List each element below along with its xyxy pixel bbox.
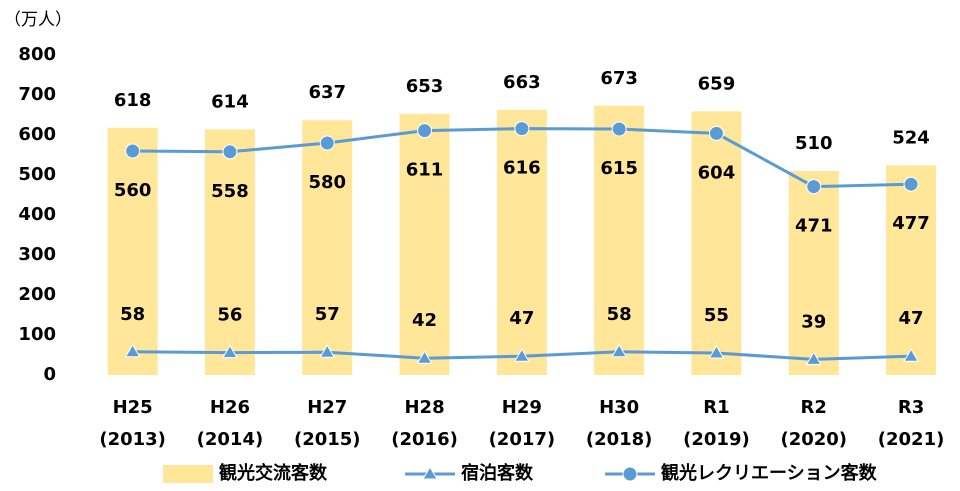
bar [886, 165, 937, 375]
y-tick-label: 500 [18, 164, 56, 185]
x-tick-label: (2020) [780, 429, 847, 450]
y-tick-label: 600 [18, 124, 56, 145]
data-label: 39 [801, 311, 826, 332]
data-label: 637 [308, 82, 346, 103]
bar [204, 129, 255, 375]
y-axis-label: （万人） [4, 10, 72, 30]
data-label: 477 [892, 213, 930, 234]
x-tick-label: H26 [210, 397, 250, 418]
y-tick-label: 200 [18, 284, 56, 305]
bar [594, 105, 645, 376]
y-tick-label: 100 [18, 324, 56, 345]
x-tick-label: (2021) [878, 429, 945, 450]
data-label: 56 [217, 305, 242, 326]
data-label: 673 [600, 68, 638, 89]
x-tick-label: H25 [113, 397, 153, 418]
x-tick-label: (2015) [294, 429, 361, 450]
x-tick-label: H30 [599, 397, 639, 418]
data-label: 663 [503, 72, 541, 93]
data-label: 58 [607, 304, 632, 325]
x-tick-label: (2014) [197, 429, 264, 450]
data-label: 558 [211, 181, 249, 202]
y-tick-label: 300 [18, 244, 56, 265]
data-label: 47 [509, 308, 534, 329]
data-label: 659 [698, 73, 736, 94]
data-label: 604 [698, 162, 736, 183]
data-label: 42 [412, 310, 437, 331]
data-label: 615 [600, 158, 638, 179]
marker [416, 350, 433, 364]
y-tick-label: 400 [18, 204, 56, 225]
bar [107, 127, 158, 375]
marker [903, 176, 919, 192]
x-tick-label: H27 [307, 397, 347, 418]
marker [124, 343, 141, 358]
marker [708, 125, 724, 141]
x-tick-label: H29 [502, 397, 542, 418]
legend-label: 宿泊客数 [461, 462, 534, 484]
legend-label: 観光交流客数 [219, 462, 328, 484]
data-label: 55 [704, 305, 729, 326]
bar [788, 171, 839, 375]
legend-label: 観光レクリエーション客数 [661, 462, 878, 484]
marker [125, 143, 141, 159]
legend-marker [622, 466, 638, 482]
data-label: 57 [315, 304, 340, 325]
data-label: 580 [308, 172, 346, 193]
marker [806, 179, 822, 195]
data-label: 47 [899, 308, 924, 329]
data-label: 524 [892, 127, 930, 148]
data-label: 611 [406, 160, 444, 181]
marker [319, 344, 336, 358]
x-tick-label: (2019) [683, 429, 750, 450]
marker [319, 135, 335, 151]
marker [222, 344, 238, 359]
bar [496, 109, 547, 376]
marker [611, 343, 628, 358]
legend-swatch [163, 465, 213, 483]
x-tick-label: R2 [801, 397, 827, 418]
x-tick-label: (2013) [99, 429, 166, 450]
marker [417, 123, 433, 139]
data-label: 58 [120, 304, 145, 325]
legend-marker [422, 466, 438, 480]
x-tick-label: H28 [404, 397, 444, 418]
data-label: 510 [795, 133, 833, 154]
x-tick-label: (2016) [391, 429, 458, 450]
bar [302, 120, 353, 375]
marker [222, 144, 238, 160]
x-tick-label: R3 [898, 397, 924, 418]
data-label: 560 [114, 180, 152, 201]
x-tick-label: (2017) [489, 429, 556, 450]
x-tick-label: R1 [703, 397, 729, 418]
data-label: 616 [503, 158, 541, 179]
data-label: 614 [211, 91, 249, 112]
data-label: 618 [114, 90, 152, 111]
data-label: 471 [795, 216, 833, 237]
marker [611, 121, 627, 137]
bar [691, 111, 742, 376]
marker [708, 345, 725, 359]
data-label: 653 [406, 76, 444, 97]
marker [805, 351, 822, 365]
bar [399, 113, 450, 376]
y-tick-label: 0 [43, 364, 56, 385]
marker [513, 348, 530, 362]
x-tick-label: (2018) [586, 429, 653, 450]
marker [514, 121, 530, 137]
marker [903, 348, 919, 362]
y-tick-label: 700 [18, 84, 56, 105]
y-tick-label: 800 [18, 44, 56, 65]
